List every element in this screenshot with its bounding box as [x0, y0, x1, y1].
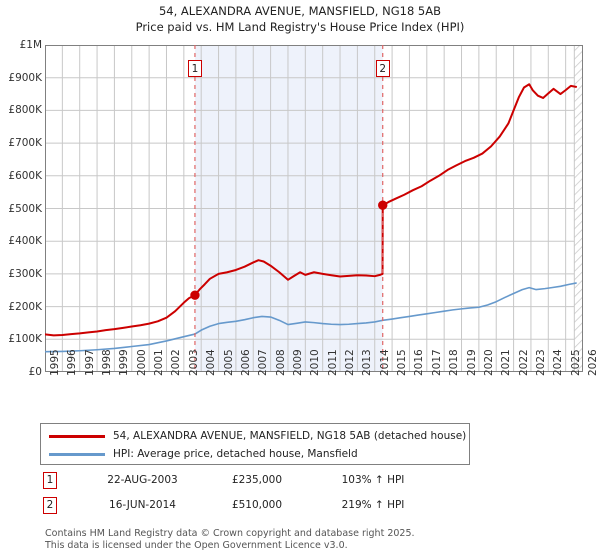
x-axis-tick-label: 2004: [205, 349, 218, 376]
y-axis-tick-label: £900K: [8, 71, 42, 84]
legend-swatch-hpi: [49, 453, 105, 456]
x-axis-tick-label: 2015: [396, 349, 409, 376]
x-axis-tick-label: 2014: [378, 349, 391, 376]
y-axis-tick-label: £1M: [19, 39, 42, 51]
transaction-price: £235,000: [231, 474, 283, 486]
x-axis-tick-label: 1996: [66, 349, 79, 376]
y-axis-tick-label: £800K: [8, 104, 42, 117]
transaction-hpi-delta: 103% ↑ HPI: [341, 474, 405, 486]
plot-border: [45, 45, 583, 372]
x-axis-tick-label: 2009: [291, 349, 304, 376]
x-axis-tick-label: 2005: [222, 349, 235, 376]
transaction-price: £510,000: [231, 499, 283, 511]
y-axis-tick-label: £700K: [8, 137, 42, 150]
y-axis-tick-label: £500K: [8, 202, 42, 215]
x-axis-tick-label: 1999: [118, 349, 131, 376]
x-axis-tick-label: 2013: [361, 349, 374, 376]
chart-svg: [45, 45, 583, 372]
page-title-line1: 54, ALEXANDRA AVENUE, MANSFIELD, NG18 5A…: [158, 4, 441, 18]
y-axis-labels: £0 £100K £200K £300K £400K £500K £600K £700K £80…: [0, 39, 42, 378]
x-axis-tick-label: 2002: [170, 349, 183, 376]
y-axis-tick-label: £100K: [8, 333, 42, 346]
transaction-index-badge: 1: [43, 472, 57, 489]
x-axis-tick-label: 2025: [569, 349, 582, 376]
x-axis-tick-label: 2020: [482, 349, 495, 376]
y-axis-tick-label: £0: [28, 366, 42, 378]
sale-point-dot: [378, 200, 388, 210]
y-axis-tick-label: £200K: [8, 300, 42, 313]
sale-point-dot: [190, 290, 200, 300]
plot-area: [45, 45, 583, 372]
x-axis-tick-label: 2016: [413, 349, 426, 376]
y-axis-tick-label: £600K: [8, 169, 42, 182]
table-row[interactable]: 1 22-AUG-2003 £235,000 103% ↑ HPI: [40, 472, 470, 497]
x-axis-tick-label: 2006: [239, 349, 252, 376]
x-axis-tick-label: 2001: [153, 349, 166, 376]
x-axis-tick-label: 2026: [587, 349, 599, 376]
footer-copyright: Contains HM Land Registry data © Crown c…: [45, 528, 415, 539]
x-axis-tick-label: 2007: [257, 349, 270, 376]
x-axis-tick-label: 2019: [465, 349, 478, 376]
series-line-property: [45, 83, 578, 337]
x-axis-tick-label: 1995: [49, 349, 61, 376]
transaction-index-badge: 2: [43, 497, 57, 514]
footer-licence: This data is licensed under the Open Gov…: [45, 539, 348, 551]
legend-label-property: 54, ALEXANDRA AVENUE, MANSFIELD, NG18 5A…: [113, 430, 467, 442]
y-axis-tick-label: £400K: [8, 235, 42, 248]
x-axis-tick-label: 2000: [135, 349, 148, 376]
x-axis-tick-label: 2008: [274, 349, 287, 376]
x-axis-tick-label: 2010: [309, 349, 322, 376]
y-axis-tick-label: £300K: [8, 267, 42, 280]
x-axis-tick-label: 2022: [517, 349, 530, 376]
table-row[interactable]: 2 16-JUN-2014 £510,000 219% ↑ HPI: [40, 497, 470, 522]
chart-legend: 54, ALEXANDRA AVENUE, MANSFIELD, NG18 5A…: [40, 423, 470, 465]
x-axis-tick-label: 2024: [552, 349, 565, 376]
x-axis-tick-label: 2018: [448, 349, 461, 376]
transaction-hpi-delta: 219% ↑ HPI: [341, 499, 405, 511]
chart-marker-2[interactable]: 2: [375, 60, 390, 77]
footer: Contains HM Land Registry data © Crown c…: [45, 528, 565, 551]
transaction-date: 22-AUG-2003: [107, 474, 178, 486]
transactions-table: 1 22-AUG-2003 £235,000 103% ↑ HPI 2 16-J…: [40, 472, 470, 522]
transaction-date: 16-JUN-2014: [109, 499, 176, 511]
x-axis-tick-label: 2021: [500, 349, 513, 376]
legend-label-hpi: HPI: Average price, detached house, Mans…: [113, 448, 358, 460]
hatched-no-data-region: [573, 45, 583, 372]
x-axis-tick-label: 1998: [101, 349, 114, 376]
legend-swatch-property: [49, 435, 105, 438]
x-axis-tick-label: 2023: [534, 349, 547, 376]
chart-marker-1[interactable]: 1: [187, 60, 202, 77]
x-axis-tick-label: 2011: [326, 349, 339, 376]
x-axis-tick-label: 2003: [187, 349, 200, 376]
x-axis-tick-label: 2017: [430, 349, 443, 376]
page-title-line2: Price paid vs. HM Land Registry's House …: [135, 20, 465, 34]
x-axis-tick-label: 2012: [344, 349, 357, 376]
x-axis-tick-label: 1997: [83, 349, 96, 376]
